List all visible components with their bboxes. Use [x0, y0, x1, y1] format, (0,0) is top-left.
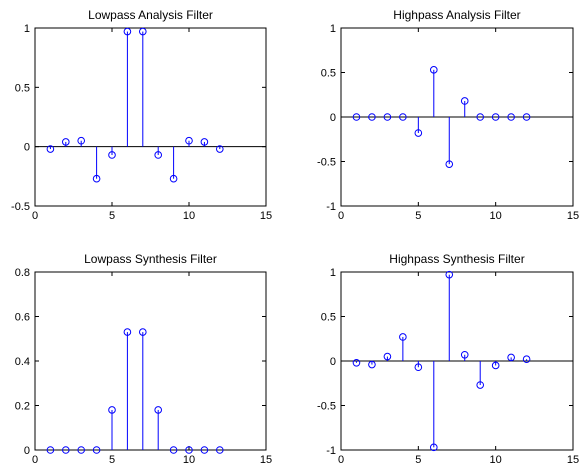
- stem-marker: [445, 160, 454, 168]
- stem-marker: [77, 446, 85, 454]
- stem-marker: [522, 355, 531, 364]
- stem-marker: [476, 113, 485, 121]
- stem-marker: [185, 136, 193, 145]
- stem-marker: [491, 361, 500, 370]
- stem-marker: [139, 328, 147, 336]
- stem-marker: [62, 446, 70, 454]
- x-tick-label: 15: [567, 210, 579, 222]
- axes-box: [34, 271, 267, 451]
- y-tick-label: 0.5: [321, 312, 336, 324]
- y-tick-label: 1: [330, 23, 336, 35]
- x-tick-label: 0: [338, 454, 344, 466]
- subplot-2: Highpass Analysis Filter 0 5 10 15 -1 -0.5 0 0.5…: [317, 8, 579, 222]
- y-tick-label: -0.5: [11, 201, 30, 213]
- stem-marker: [200, 446, 209, 454]
- stem-marker: [169, 446, 178, 454]
- stem-marker: [77, 136, 85, 145]
- stem-marker: [430, 66, 438, 74]
- stem-marker: [123, 328, 132, 336]
- y-tick-label: 0: [24, 445, 30, 457]
- stem-marker: [368, 113, 376, 121]
- stem-marker: [46, 145, 55, 153]
- stem-marker: [460, 350, 469, 359]
- stem-marker: [399, 113, 407, 121]
- stem-marker: [383, 352, 392, 361]
- x-tick-label: 0: [338, 210, 344, 222]
- y-tick-label: 0: [330, 112, 336, 124]
- stem-marker: [139, 27, 147, 36]
- x-tick-label: 10: [183, 210, 195, 222]
- stem-marker: [46, 446, 55, 454]
- stem-marker: [368, 360, 376, 369]
- axes-box: [34, 27, 267, 207]
- subplot-3: Lowpass Synthesis Filter 0 5 10 15 0 0.2 0.4 0.6…: [15, 252, 272, 466]
- y-tick-label: 0: [24, 142, 30, 154]
- x-tick-label: 5: [109, 454, 115, 466]
- stem-marker: [92, 174, 101, 183]
- stem-marker: [154, 151, 162, 159]
- stem-marker: [383, 113, 392, 121]
- y-tick-label: 0.6: [15, 312, 30, 324]
- stem-marker: [507, 113, 515, 121]
- x-tick-label: 10: [183, 454, 195, 466]
- y-tick-label: 0.8: [15, 267, 30, 279]
- y-tick-label: 0.5: [15, 82, 30, 94]
- x-tick-label: 15: [260, 210, 272, 222]
- stem-marker: [200, 138, 209, 146]
- stem-marker: [108, 151, 116, 159]
- stem-marker: [352, 358, 361, 367]
- stem-marker: [414, 363, 423, 372]
- stem-marker: [522, 113, 531, 121]
- stem-marker: [460, 97, 469, 105]
- stem-marker: [430, 443, 438, 452]
- chart-title: Highpass Analysis Filter: [393, 8, 520, 22]
- stem-marker: [491, 113, 500, 121]
- stem-marker: [216, 145, 224, 153]
- stem-marker: [445, 270, 454, 279]
- y-tick-label: -0.5: [317, 157, 336, 169]
- stem-marker: [216, 446, 224, 454]
- x-tick-label: 0: [32, 454, 38, 466]
- y-tick-label: 0.2: [15, 401, 30, 413]
- x-tick-label: 10: [490, 210, 502, 222]
- chart-title: Lowpass Analysis Filter: [88, 8, 213, 22]
- stem-marker: [185, 446, 193, 454]
- stem-marker: [169, 174, 178, 183]
- stem-marker: [154, 406, 162, 414]
- y-tick-label: 0.5: [321, 68, 336, 80]
- y-tick-label: 1: [24, 23, 30, 35]
- y-tick-label: 0.4: [15, 356, 30, 368]
- y-tick-label: 1: [330, 267, 336, 279]
- x-tick-label: 15: [567, 454, 579, 466]
- stem-marker: [123, 27, 132, 36]
- chart-title: Lowpass Synthesis Filter: [84, 252, 217, 266]
- x-tick-label: 0: [32, 210, 38, 222]
- stem-marker: [414, 129, 423, 137]
- stem-marker: [92, 446, 101, 454]
- chart-title: Highpass Synthesis Filter: [389, 252, 524, 266]
- stem-marker: [108, 406, 116, 414]
- y-tick-label: -0.5: [317, 401, 336, 413]
- x-tick-label: 10: [490, 454, 502, 466]
- stem-marker: [476, 381, 485, 389]
- stem-marker: [507, 353, 515, 362]
- x-tick-label: 5: [415, 210, 421, 222]
- stem-marker: [399, 333, 407, 341]
- y-tick-label: -1: [326, 201, 336, 213]
- x-tick-label: 15: [260, 454, 272, 466]
- stem-marker: [352, 113, 361, 121]
- subplot-4: Highpass Synthesis Filter 0 5 10 15 -1 -0.5 0 0.…: [317, 252, 579, 466]
- stem-marker: [62, 138, 70, 146]
- y-tick-label: 0: [330, 356, 336, 368]
- x-tick-label: 5: [415, 454, 421, 466]
- y-tick-label: -1: [326, 445, 336, 457]
- x-tick-label: 5: [109, 210, 115, 222]
